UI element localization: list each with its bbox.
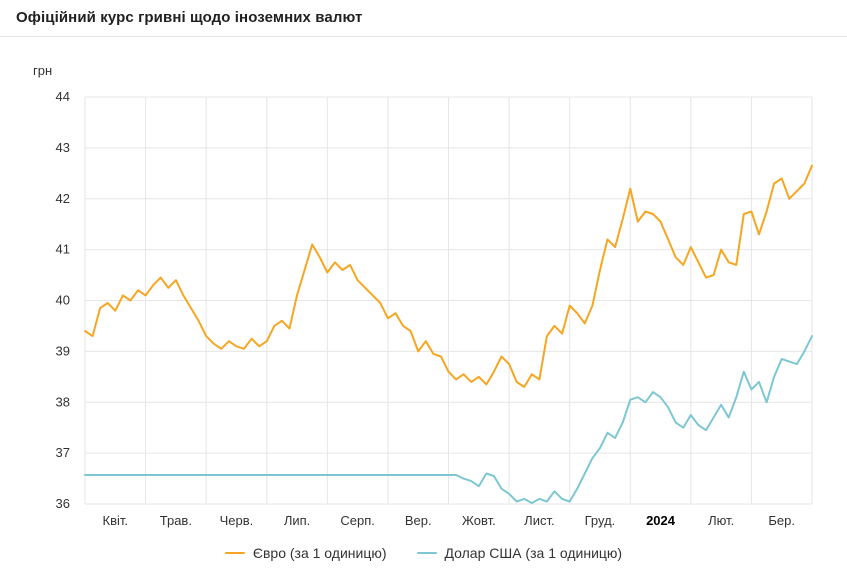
usd-line-marker xyxy=(416,552,437,554)
y-tick-label: 42 xyxy=(56,191,70,206)
series-line-0[interactable] xyxy=(84,164,813,388)
x-tick-label: Лют. xyxy=(708,513,734,528)
x-tick-label: Бер. xyxy=(768,513,795,528)
y-tick-label: 40 xyxy=(56,293,70,308)
euro-line-marker xyxy=(224,552,245,554)
chart-canvas[interactable]: 36 37 38 39 40 41 42 43 44 Квіт. Трав. Черв. Лип. Сер… xyxy=(0,0,847,540)
x-tick-label: Груд. xyxy=(585,513,616,528)
y-tick-label: 37 xyxy=(56,445,70,460)
y-tick-label: 36 xyxy=(56,496,70,511)
legend-label-euro: Євро (за 1 одиницю) xyxy=(252,545,387,561)
y-tick-label: 38 xyxy=(56,394,70,409)
x-tick-label: Лист. xyxy=(524,513,554,528)
header-divider xyxy=(0,36,847,37)
y-tick-label: 44 xyxy=(56,89,70,104)
legend-label-usd: Долар США (за 1 одиницю) xyxy=(444,545,623,561)
page-title: Офіційний курс гривні щодо іноземних вал… xyxy=(16,9,363,26)
x-tick-label: Вер. xyxy=(405,513,432,528)
x-tick-label: Жовт. xyxy=(462,513,496,528)
x-tick-label: Трав. xyxy=(160,513,192,528)
x-tick-label: Квіт. xyxy=(103,513,129,528)
chart-legend: Євро (за 1 одиницю) Долар США (за 1 один… xyxy=(0,545,847,561)
y-tick-label: 39 xyxy=(56,343,70,358)
y-tick-label: 43 xyxy=(56,140,70,155)
y-tick-label: 41 xyxy=(56,242,70,257)
x-tick-label: 2024 xyxy=(646,513,676,528)
x-tick-label: Черв. xyxy=(220,513,254,528)
legend-item-usd[interactable]: Долар США (за 1 одиницю) xyxy=(416,545,623,561)
series-line-1[interactable] xyxy=(84,335,813,504)
legend-item-euro[interactable]: Євро (за 1 одиницю) xyxy=(224,545,387,561)
x-tick-label: Лип. xyxy=(284,513,310,528)
x-tick-label: Серп. xyxy=(340,513,375,528)
y-axis-unit-label: грн xyxy=(33,63,53,78)
